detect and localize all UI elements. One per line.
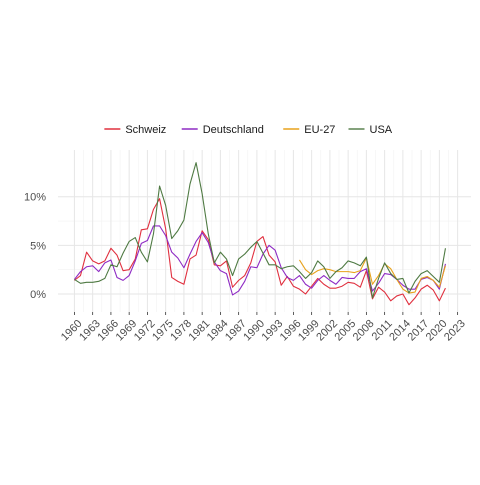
legend-item-schweiz: Schweiz <box>104 124 166 136</box>
y-axis: 0% 5% 10% <box>24 192 46 301</box>
legend-label: EU-27 <box>304 124 335 136</box>
legend-item-eu-27: EU-27 <box>283 124 335 136</box>
grid-lines <box>58 150 471 312</box>
y-tick-label: 0% <box>30 289 46 301</box>
series-line-eu-27 <box>299 257 446 294</box>
series-lines <box>73 162 446 306</box>
y-tick-label: 5% <box>30 240 46 252</box>
chart-legend: Schweiz Deutschland EU-27 USA <box>104 124 393 136</box>
legend-label: Deutschland <box>203 124 264 136</box>
series-line-schweiz <box>74 198 446 306</box>
legend-item-deutschland: Deutschland <box>181 124 264 136</box>
legend-label: Schweiz <box>125 124 166 136</box>
legend-label: USA <box>370 124 393 136</box>
x-tick-label: 2023 <box>442 318 468 344</box>
series-line-deutschland <box>73 225 446 296</box>
y-tick-label: 10% <box>24 192 46 204</box>
x-axis: 1960196319661969197219751978198119841987… <box>59 312 468 344</box>
legend-item-usa: USA <box>348 124 393 136</box>
series-line-usa <box>74 162 446 299</box>
